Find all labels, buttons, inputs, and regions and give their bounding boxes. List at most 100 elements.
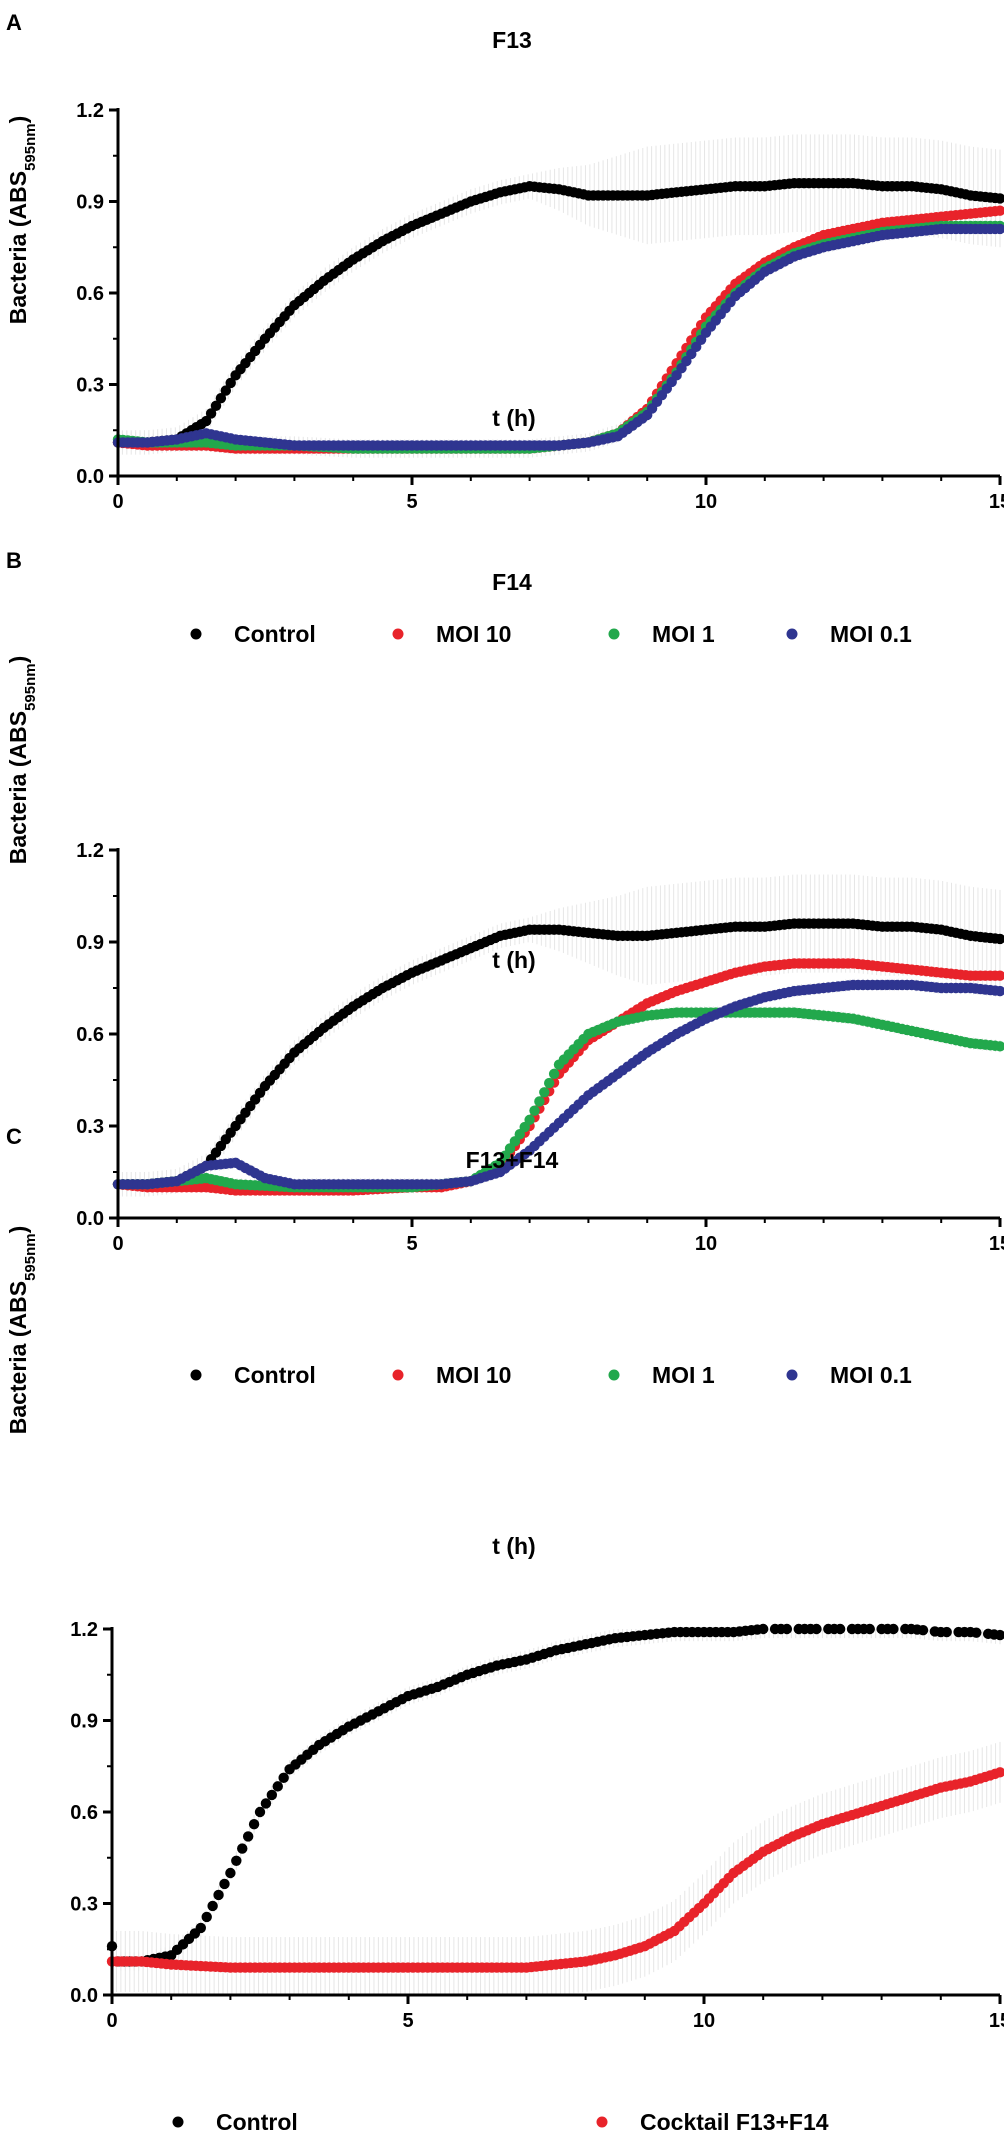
x-tick-label: 0 [106,2010,117,2032]
plot-area: 0.0 0.3 0.6 0.9 1.2 0 5 10 15 [76,840,1004,1255]
x-axis-label: t (h) [492,405,535,431]
x-tick-label: 5 [406,1233,417,1255]
data-point [254,1806,266,1818]
data-point [210,400,222,412]
panel-c: C F13+F14 0.0 0.3 0.6 0.9 1.2 0 5 10 15 t (h) Ba… [5,1124,1004,2135]
data-point [994,193,1004,204]
legend-label: MOI 10 [436,621,511,647]
y-tick-label: 0.0 [70,1985,98,2007]
legend: Control Cocktail F13+F14 [172,2109,829,2135]
series-control [112,918,1004,1190]
data-point [278,1772,289,1784]
data-point [994,1041,1004,1052]
plot-area: 0.0 0.3 0.6 0.9 1.2 0 5 10 15 [76,100,1004,513]
x-tick-label: 10 [693,2010,715,2032]
legend-marker [392,1369,404,1381]
legend-label: Cocktail F13+F14 [640,2109,829,2135]
data-point [201,1911,212,1923]
y-axis-label: Bacteria (ABS595nm) [5,116,39,325]
x-tick-label: 5 [406,491,417,513]
legend-label: MOI 10 [436,1362,511,1388]
y-tick-label: 1.2 [76,100,104,122]
data-point [207,1900,218,1912]
panel-letter: B [6,548,22,573]
data-point [215,393,227,404]
data-point [834,1623,846,1635]
y-tick-label: 0.6 [76,1024,104,1046]
data-point [260,1798,272,1809]
data-point [242,1831,254,1842]
legend-marker [608,628,620,640]
series-moi-10 [112,205,1004,454]
legend-label: Control [216,2109,298,2135]
y-tick-label: 1.2 [70,1619,98,1641]
data-point [811,1623,822,1635]
x-tick-label: 15 [989,1233,1004,1255]
panel-letter: A [6,10,22,35]
series-moi-1 [112,220,1004,454]
x-axis-label: t (h) [492,1533,535,1559]
data-point [213,1889,224,1901]
series-cocktail-f13-f14 [106,1767,1004,1973]
series-moi-10 [112,958,1004,1196]
y-tick-label: 0.9 [76,932,104,954]
data-point [534,1096,545,1107]
data-point [272,1781,283,1792]
data-point [539,1087,550,1098]
data-point [941,1626,952,1638]
legend-marker [190,628,202,640]
x-tick-label: 10 [695,1233,717,1255]
y-axis-label: Bacteria (ABS595nm) [5,1226,39,1435]
data-point [994,970,1004,981]
data-point [225,377,236,389]
y-tick-label: 0.0 [76,466,104,488]
data-point [524,1114,535,1126]
legend-marker [190,1369,202,1381]
panel-a: A F13 0.0 0.3 0.6 0.9 1.2 0 5 10 15 t (h) Bacter… [5,10,1004,647]
y-tick-label: 0.3 [76,375,104,397]
panel-letter: C [6,1124,22,1149]
plot-area: 0.0 0.3 0.6 0.9 1.2 0 5 10 15 [70,1619,1004,2032]
x-tick-label: 15 [989,491,1004,513]
data-point [237,1843,248,1854]
data-point [219,1878,230,1890]
legend-marker [608,1369,620,1381]
data-point [994,205,1004,216]
y-tick-label: 0.3 [76,1116,104,1138]
series-control [106,1623,1004,1967]
legend-marker [172,2116,184,2128]
chart-title: F13+F14 [466,1147,559,1173]
data-point [529,1105,540,1116]
x-tick-label: 5 [402,2010,413,2032]
data-point [231,1855,242,1867]
series-moi-0-1 [112,979,1004,1190]
data-point [201,415,212,427]
data-point [225,1867,236,1879]
x-tick-label: 10 [695,491,717,513]
legend-marker [786,1369,798,1381]
data-point [220,385,231,396]
legend-label: MOI 0.1 [830,1362,912,1388]
data-point [266,1789,278,1801]
chart-title: F14 [492,569,532,595]
legend-marker [786,628,798,640]
x-tick-label: 15 [989,2010,1004,2032]
data-point [758,1623,769,1635]
legend-marker [392,628,404,640]
data-point [544,1077,555,1089]
data-point [994,223,1004,235]
y-tick-label: 0.3 [70,1894,98,1916]
y-tick-label: 0.0 [76,1208,104,1230]
y-tick-label: 0.6 [76,283,104,305]
y-tick-label: 0.6 [70,1802,98,1824]
legend: Control MOI 10 MOI 1 MOI 0.1 [190,1362,912,1388]
y-tick-label: 1.2 [76,840,104,862]
y-tick-label: 0.9 [70,1711,98,1733]
data-point [994,1767,1004,1778]
data-point [205,408,217,419]
legend-marker [596,2116,608,2128]
data-point [917,1625,929,1636]
series-moi-0-1 [112,223,1004,451]
chart-title: F13 [492,27,532,53]
